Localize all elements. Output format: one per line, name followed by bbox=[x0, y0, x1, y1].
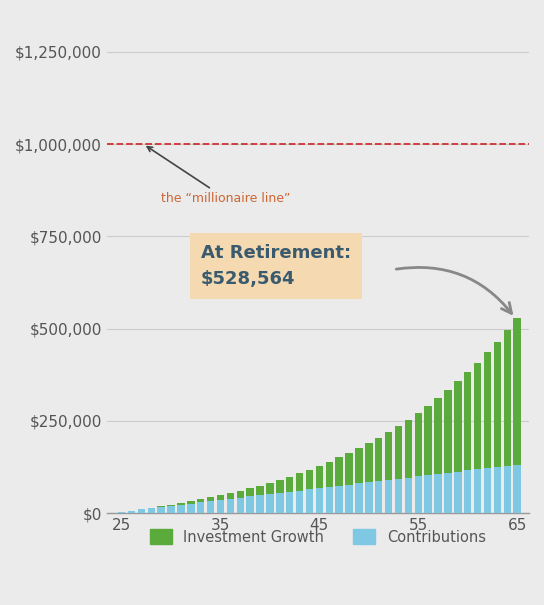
Bar bbox=[177, 503, 184, 505]
Bar bbox=[207, 497, 214, 501]
Bar bbox=[424, 405, 432, 475]
Bar bbox=[168, 505, 175, 506]
Bar bbox=[454, 472, 461, 513]
Bar bbox=[237, 498, 244, 513]
Bar bbox=[444, 473, 452, 513]
Bar bbox=[197, 502, 205, 513]
Bar bbox=[484, 353, 491, 468]
Bar bbox=[266, 494, 274, 513]
Bar bbox=[345, 485, 353, 513]
Bar bbox=[296, 473, 304, 491]
Bar bbox=[227, 493, 234, 499]
Bar bbox=[207, 501, 214, 513]
Bar bbox=[474, 362, 481, 469]
Bar bbox=[385, 480, 392, 513]
Bar bbox=[395, 479, 402, 513]
Bar bbox=[118, 512, 125, 513]
Bar bbox=[504, 330, 511, 466]
Bar bbox=[296, 491, 304, 513]
Bar bbox=[237, 491, 244, 498]
Bar bbox=[227, 499, 234, 513]
Bar bbox=[464, 372, 472, 471]
Bar bbox=[286, 477, 293, 492]
Bar bbox=[454, 381, 461, 472]
Bar bbox=[434, 474, 442, 513]
Bar bbox=[474, 469, 481, 513]
Bar bbox=[336, 457, 343, 486]
Bar bbox=[434, 398, 442, 474]
Bar bbox=[325, 487, 333, 513]
Bar bbox=[276, 480, 283, 493]
Bar bbox=[395, 426, 402, 479]
Bar bbox=[217, 500, 224, 513]
Bar bbox=[306, 489, 313, 513]
Bar bbox=[276, 493, 283, 513]
Bar bbox=[128, 511, 135, 513]
Bar bbox=[246, 497, 254, 513]
Bar bbox=[514, 318, 521, 465]
Bar bbox=[256, 486, 264, 495]
Bar bbox=[365, 482, 373, 513]
Bar bbox=[464, 471, 472, 513]
Bar bbox=[187, 503, 195, 513]
Bar bbox=[415, 476, 422, 513]
Bar bbox=[355, 483, 363, 513]
Bar bbox=[493, 467, 501, 513]
Bar bbox=[405, 420, 412, 477]
Bar bbox=[316, 488, 323, 513]
Bar bbox=[197, 500, 205, 502]
Bar bbox=[385, 432, 392, 480]
Bar bbox=[504, 466, 511, 513]
Bar bbox=[256, 495, 264, 513]
Bar bbox=[168, 506, 175, 513]
Bar bbox=[493, 342, 501, 467]
Text: At Retirement:
$528,564: At Retirement: $528,564 bbox=[201, 244, 351, 288]
Bar bbox=[217, 495, 224, 500]
Bar bbox=[266, 483, 274, 494]
Bar bbox=[177, 505, 184, 513]
Bar bbox=[424, 475, 432, 513]
Bar bbox=[147, 508, 155, 513]
Bar bbox=[306, 469, 313, 489]
Bar bbox=[375, 481, 382, 513]
Bar bbox=[415, 413, 422, 476]
Bar bbox=[157, 506, 165, 507]
Bar bbox=[345, 453, 353, 485]
Bar bbox=[246, 488, 254, 497]
Legend: Investment Growth, Contributions: Investment Growth, Contributions bbox=[144, 523, 492, 551]
Bar bbox=[336, 486, 343, 513]
Bar bbox=[375, 438, 382, 481]
Bar bbox=[187, 502, 195, 503]
Bar bbox=[444, 390, 452, 473]
Bar bbox=[484, 468, 491, 513]
Bar bbox=[405, 477, 412, 513]
Bar bbox=[157, 507, 165, 513]
Bar bbox=[355, 448, 363, 483]
Bar bbox=[286, 492, 293, 513]
Bar bbox=[316, 466, 323, 488]
Bar bbox=[514, 465, 521, 513]
Text: the “millionaire line”: the “millionaire line” bbox=[147, 146, 290, 205]
Bar bbox=[138, 509, 145, 513]
Bar bbox=[365, 443, 373, 482]
Bar bbox=[325, 462, 333, 487]
